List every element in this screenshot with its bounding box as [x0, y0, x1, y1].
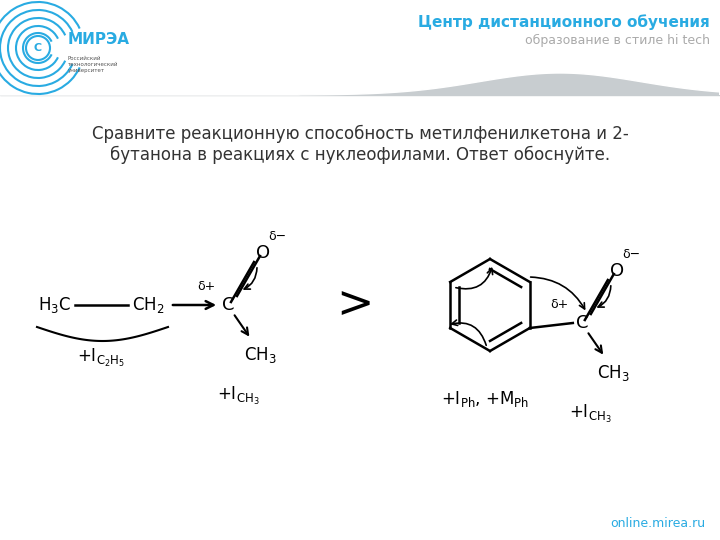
Text: O: O	[610, 262, 624, 280]
Text: H$_3$C: H$_3$C	[38, 295, 71, 315]
Text: образование в стиле hi tech: образование в стиле hi tech	[525, 33, 710, 46]
Text: С: С	[34, 43, 42, 53]
Text: δ−: δ−	[268, 231, 286, 244]
Text: Сравните реакционную способность метилфенилкетона и 2-
бутанона в реакциях с нук: Сравните реакционную способность метилфе…	[91, 125, 629, 164]
Text: δ−: δ−	[622, 248, 640, 261]
Text: Российский
технологический
университет: Российский технологический университет	[68, 56, 119, 72]
Text: +I$_{\mathregular{CH_3}}$: +I$_{\mathregular{CH_3}}$	[217, 385, 259, 407]
Text: online.mirea.ru: online.mirea.ru	[610, 517, 705, 530]
Text: +I$_{\mathregular{C_2H_5}}$: +I$_{\mathregular{C_2H_5}}$	[78, 347, 125, 369]
Text: C: C	[575, 314, 588, 332]
Text: МИРЭА: МИРЭА	[68, 32, 130, 48]
Text: CH$_2$: CH$_2$	[132, 295, 164, 315]
Polygon shape	[0, 0, 720, 95]
Text: C: C	[222, 296, 234, 314]
Text: CH$_3$: CH$_3$	[598, 363, 630, 383]
Bar	[0, 0, 720, 95]
Text: O: O	[256, 244, 270, 262]
Text: +I$_{\mathregular{CH_3}}$: +I$_{\mathregular{CH_3}}$	[569, 403, 611, 425]
Text: δ+: δ+	[197, 280, 215, 294]
Text: Центр дистанционного обучения: Центр дистанционного обучения	[418, 14, 710, 30]
Text: CH$_3$: CH$_3$	[243, 345, 276, 365]
Text: δ+: δ+	[551, 299, 569, 312]
Circle shape	[26, 36, 50, 60]
Text: +I$_{\mathregular{Ph}}$, +M$_{\mathregular{Ph}}$: +I$_{\mathregular{Ph}}$, +M$_{\mathregul…	[441, 389, 529, 409]
Text: >: >	[336, 284, 374, 327]
